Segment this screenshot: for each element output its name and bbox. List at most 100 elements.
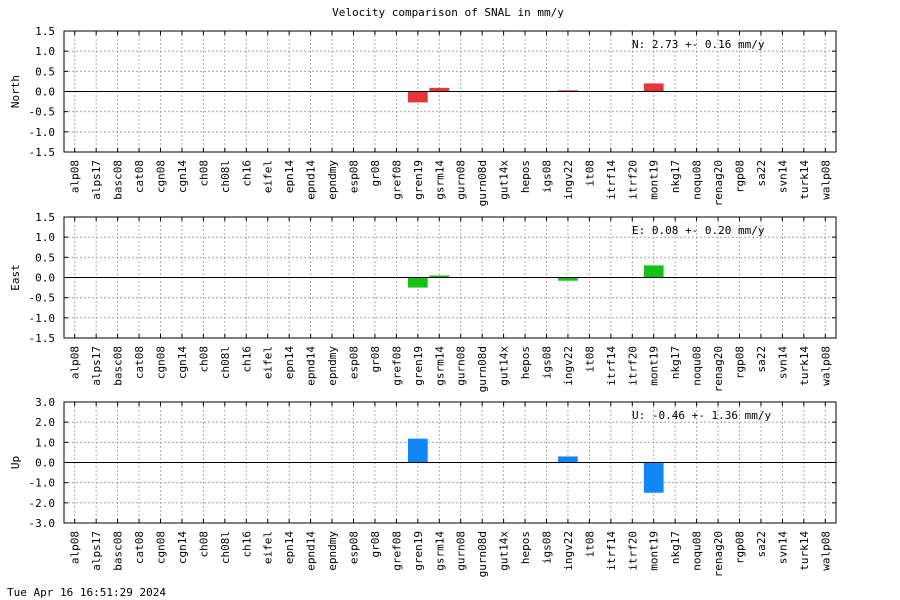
up-xtick-label: cgn08 <box>155 531 168 564</box>
north-xtick-label: epnd14 <box>305 160 318 200</box>
up-xtick-label: alps17 <box>90 531 103 571</box>
up-xtick-label: eifel <box>262 531 275 564</box>
north-xtick-label: ch08 <box>197 160 210 187</box>
east-axis-label: East <box>9 264 22 291</box>
up-xtick-label: gurn08 <box>455 531 468 571</box>
up-xtick-label: ch08 <box>197 531 210 558</box>
east-xtick-label: gut14x <box>498 346 511 386</box>
north-xtick-label: walp08 <box>819 160 832 200</box>
east-xtick-label: nkg17 <box>669 346 682 379</box>
north-ytick-label: 0.0 <box>35 86 55 99</box>
up-xtick-label: noqu08 <box>691 531 704 571</box>
north-xtick-label: eifel <box>262 160 275 193</box>
up-xtick-label: mont19 <box>648 531 661 571</box>
up-bar-ingv22 <box>558 456 578 463</box>
east-xtick-label: cgn14 <box>176 346 189 379</box>
north-xtick-label: ch08l <box>219 160 232 193</box>
north-xtick-label: gsrm14 <box>433 160 446 200</box>
up-xtick-label: esp08 <box>348 531 361 564</box>
east-xtick-label: esp08 <box>348 346 361 379</box>
east-xtick-label: sa22 <box>755 346 768 373</box>
north-bar-mont19 <box>643 83 664 92</box>
north-ytick-label: 1.0 <box>35 45 55 58</box>
east-xtick-label: itrf20 <box>626 346 639 386</box>
north-xtick-label: basc08 <box>112 160 125 200</box>
up-ytick-label: 3.0 <box>35 396 55 409</box>
up-axis-label: Up <box>9 456 22 469</box>
up-xtick-label: svn14 <box>776 531 789 564</box>
north-xtick-label: alps17 <box>90 160 103 200</box>
up-xtick-label: gren19 <box>412 531 425 571</box>
north-xtick-label: gurn08 <box>455 160 468 200</box>
north-ytick-label: -0.5 <box>29 106 56 119</box>
figure-title: Velocity comparison of SNAL in mm/y <box>332 6 564 19</box>
up-xtick-label: nkg17 <box>669 531 682 564</box>
up-xtick-label: itrf14 <box>605 531 618 571</box>
north-xtick-label: sa22 <box>755 160 768 187</box>
east-xtick-label: ch16 <box>240 346 253 373</box>
up-xtick-label: cat08 <box>133 531 146 564</box>
east-xtick-label: noqu08 <box>691 346 704 386</box>
up-xtick-label: cgn14 <box>176 531 189 564</box>
up-xtick-label: gurn08d <box>476 531 489 577</box>
north-ytick-label: -1.5 <box>29 146 56 159</box>
east-xtick-label: gr08 <box>369 346 382 373</box>
up-ytick-label: -1.0 <box>29 477 56 490</box>
north-xtick-label: epndmy <box>326 160 339 200</box>
north-xtick-label: alp08 <box>69 160 82 193</box>
east-bar-ingv22 <box>558 277 578 281</box>
east-xtick-label: gren19 <box>412 346 425 386</box>
up-xtick-label: walp08 <box>819 531 832 571</box>
up-xtick-label: itrf20 <box>626 531 639 571</box>
east-xtick-label: epn14 <box>283 346 296 379</box>
east-xtick-label: epndmy <box>326 346 339 386</box>
north-xtick-label: nkg17 <box>669 160 682 193</box>
east-xtick-label: itrf14 <box>605 346 618 386</box>
east-ytick-label: 0.5 <box>35 251 55 264</box>
up-ytick-label: 2.0 <box>35 416 55 429</box>
east-bar-mont19 <box>643 265 664 278</box>
north-xtick-label: hepos <box>519 160 532 193</box>
east-xtick-label: renag20 <box>712 346 725 392</box>
east-ytick-label: -1.0 <box>29 312 56 325</box>
north-xtick-label: gr08 <box>369 160 382 187</box>
north-xtick-label: ingv22 <box>562 160 575 200</box>
east-xtick-label: cgn08 <box>155 346 168 379</box>
east-xtick-label: hepos <box>519 346 532 379</box>
up-bar-mont19 <box>643 462 664 493</box>
up-xtick-label: gut14x <box>498 531 511 571</box>
up-xtick-label: it08 <box>583 531 596 558</box>
east-ytick-label: -0.5 <box>29 292 56 305</box>
up-xtick-label: renag20 <box>712 531 725 577</box>
up-ytick-label: -2.0 <box>29 497 56 510</box>
east-ytick-label: 1.0 <box>35 231 55 244</box>
east-xtick-label: alps17 <box>90 346 103 386</box>
north-xtick-label: mont19 <box>648 160 661 200</box>
north-xtick-label: rgp08 <box>734 160 747 193</box>
up-xtick-label: epnd14 <box>305 531 318 571</box>
north-xtick-label: cat08 <box>133 160 146 193</box>
up-xtick-label: epn14 <box>283 531 296 564</box>
north-bar-gren19 <box>407 91 428 103</box>
up-velocity-annotation: U: -0.46 +- 1.36 mm/y <box>632 409 771 422</box>
north-xtick-label: gren19 <box>412 160 425 200</box>
north-xtick-label: gref08 <box>390 160 403 200</box>
up-xtick-label: ch16 <box>240 531 253 558</box>
east-xtick-label: gsrm14 <box>433 346 446 386</box>
north-xtick-label: svn14 <box>776 160 789 193</box>
north-ytick-label: 1.5 <box>35 25 55 38</box>
east-velocity-annotation: E: 0.08 +- 0.20 mm/y <box>632 224 765 237</box>
up-ytick-label: -3.0 <box>29 517 56 530</box>
north-panel: 1.5 1.0 0.5 0.0 -0.5 -1.0 -1.5 alp08 alps17 basc0… <box>9 25 837 206</box>
east-xtick-label: ch08 <box>197 346 210 373</box>
velocity-comparison-figure: Velocity comparison of SNAL in mm/y 1.5 1… <box>9 6 837 577</box>
east-xtick-label: mont19 <box>648 346 661 386</box>
north-xtick-label: cgn08 <box>155 160 168 193</box>
north-xtick-label: itrf20 <box>626 160 639 200</box>
east-xtick-label: alp08 <box>69 346 82 379</box>
up-xtick-label: gref08 <box>390 531 403 571</box>
up-xtick-label: basc08 <box>112 531 125 571</box>
east-xtick-label: epnd14 <box>305 346 318 386</box>
up-xtick-label: hepos <box>519 531 532 564</box>
north-velocity-annotation: N: 2.73 +- 0.16 mm/y <box>632 38 765 51</box>
